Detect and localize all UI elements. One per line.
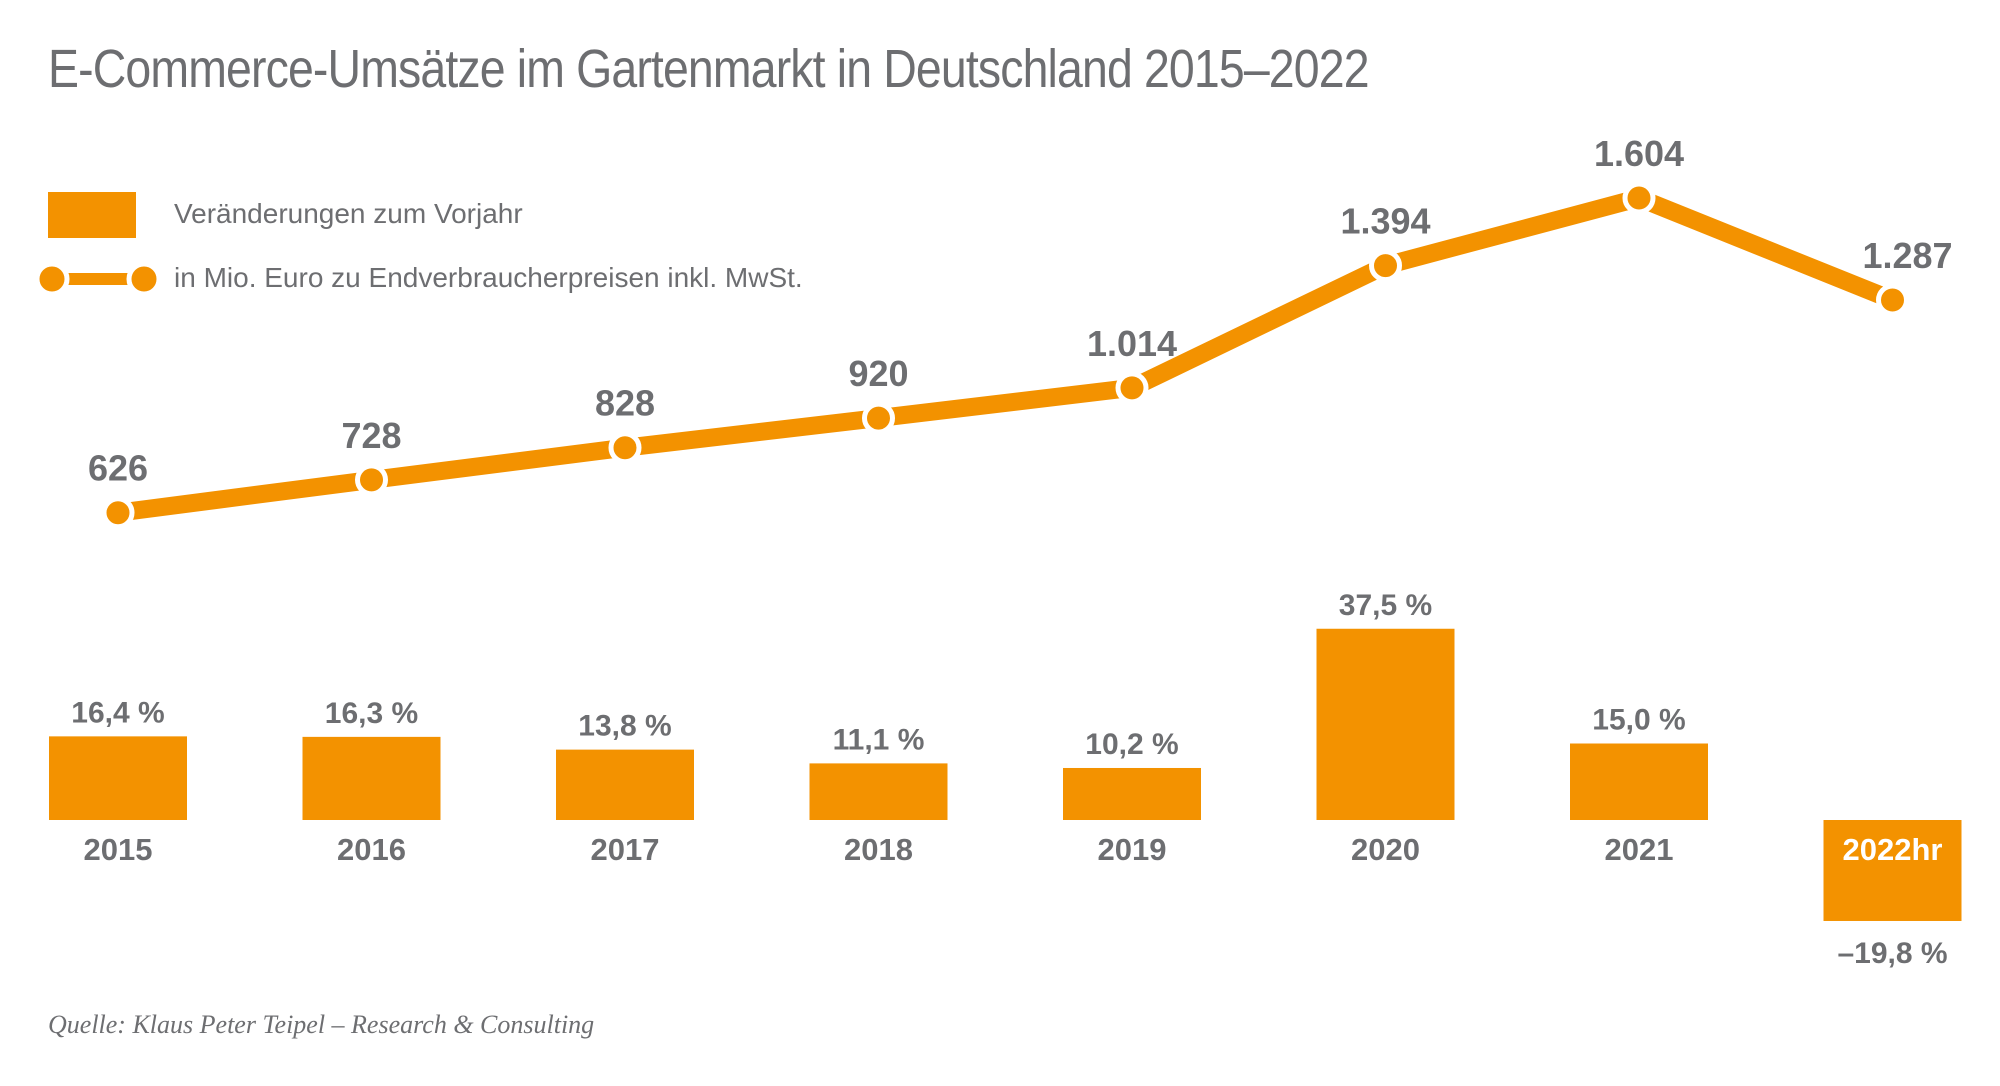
- x-tick-label: 2020: [1351, 832, 1420, 867]
- bar-2022hr: [1823, 820, 1962, 921]
- bar-2015: [49, 736, 187, 820]
- bar-2020: [1316, 628, 1455, 820]
- bar-series: [49, 628, 1962, 921]
- x-tick-label: 2019: [1098, 832, 1167, 867]
- bar-value-label: 11,1 %: [833, 723, 925, 756]
- bar-2016: [302, 736, 441, 820]
- line-value-label: 1.394: [1340, 201, 1430, 242]
- legend-line-icon: [34, 261, 162, 297]
- legend-line-label: in Mio. Euro zu Endverbraucherpreisen in…: [174, 262, 803, 293]
- line-point-2018: [862, 401, 895, 435]
- bar-2021: [1570, 743, 1708, 820]
- line-point-2022hr: [1876, 283, 1909, 317]
- bar-value-label: –19,8 %: [1837, 937, 1947, 970]
- bar-2018: [809, 763, 948, 820]
- labels: 16,4 % 2015 16,3 % 2016 13,8 % 2017 11,1 % 2018…: [71, 133, 1952, 970]
- line-point-2015: [101, 496, 135, 530]
- bar-value-label: 37,5 %: [1339, 589, 1432, 622]
- bar-value-label: 16,4 %: [71, 696, 164, 729]
- x-tick-label: 2016: [337, 832, 406, 867]
- bar-value-label: 15,0 %: [1592, 704, 1685, 737]
- line-point-2020: [1369, 249, 1402, 283]
- x-tick-label: 2022hr: [1843, 832, 1943, 867]
- line-value-label: 828: [595, 383, 655, 424]
- bar-value-label: 13,8 %: [578, 710, 671, 743]
- line-value-label: 728: [341, 415, 401, 456]
- line-value-label: 920: [848, 353, 908, 394]
- bar-value-label: 10,2 %: [1085, 728, 1178, 761]
- x-tick-label: 2017: [591, 832, 660, 867]
- source-note: Quelle: Klaus Peter Teipel – Research & …: [48, 1010, 595, 1039]
- chart-title: E-Commerce-Umsätze im Gartenmarkt in Deu…: [48, 39, 1370, 99]
- x-tick-label: 2018: [844, 832, 913, 867]
- line-value-label: 1.604: [1594, 133, 1684, 174]
- line-value-label: 626: [88, 448, 148, 489]
- line-point-2021: [1622, 181, 1656, 215]
- line-series: [101, 181, 1909, 530]
- bar-2019: [1063, 767, 1201, 820]
- bar-2017: [556, 749, 694, 820]
- line-value-label: 1.014: [1087, 323, 1177, 364]
- line-point-2016: [355, 463, 388, 497]
- line-path: [109, 189, 1902, 522]
- legend-bar-label: Veränderungen zum Vorjahr: [174, 198, 523, 229]
- x-tick-label: 2015: [84, 832, 153, 867]
- line-point-2017: [608, 431, 642, 465]
- x-tick-label: 2021: [1605, 832, 1674, 867]
- bar-value-label: 16,3 %: [325, 697, 418, 730]
- line-point-2019: [1115, 371, 1149, 405]
- line-value-label: 1.287: [1862, 235, 1952, 276]
- legend-bar-swatch: [48, 192, 136, 238]
